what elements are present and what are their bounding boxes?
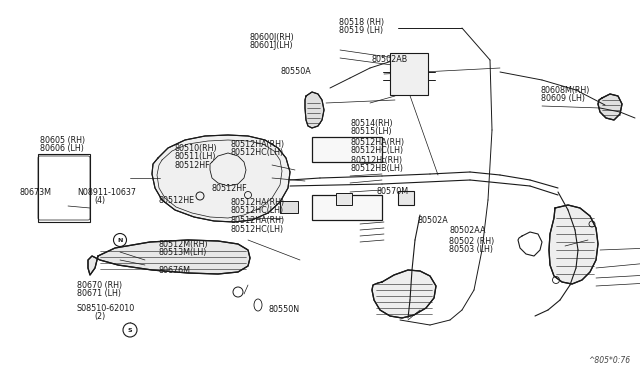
Text: 80676M: 80676M bbox=[159, 266, 191, 275]
Text: 80512HC(LH): 80512HC(LH) bbox=[230, 225, 284, 234]
Polygon shape bbox=[372, 270, 436, 318]
Polygon shape bbox=[305, 92, 324, 128]
Text: 80510(RH): 80510(RH) bbox=[174, 144, 217, 153]
Bar bbox=[312, 195, 382, 220]
Text: 80606 (LH): 80606 (LH) bbox=[40, 144, 84, 153]
Bar bbox=[336, 193, 352, 205]
Text: 80512H (RH): 80512H (RH) bbox=[351, 156, 402, 165]
Text: 80512HF: 80512HF bbox=[174, 161, 210, 170]
Circle shape bbox=[123, 323, 137, 337]
Polygon shape bbox=[88, 240, 250, 275]
Text: 80605 (RH): 80605 (RH) bbox=[40, 136, 85, 145]
Text: 80518 (RH): 80518 (RH) bbox=[339, 18, 385, 27]
Text: 80502 (RH): 80502 (RH) bbox=[449, 237, 495, 246]
Text: 80512HA(RH): 80512HA(RH) bbox=[351, 138, 405, 147]
Text: 80511(LH): 80511(LH) bbox=[174, 153, 216, 161]
Polygon shape bbox=[152, 135, 290, 222]
Text: 80513M(LH): 80513M(LH) bbox=[159, 248, 207, 257]
Bar bbox=[280, 201, 298, 213]
Text: 80502AA: 80502AA bbox=[449, 226, 486, 235]
Polygon shape bbox=[598, 94, 622, 120]
Text: 80503 (LH): 80503 (LH) bbox=[449, 246, 493, 254]
Text: 80514(RH): 80514(RH) bbox=[351, 119, 394, 128]
Polygon shape bbox=[549, 205, 598, 284]
Text: 80600J(RH): 80600J(RH) bbox=[250, 33, 294, 42]
Text: ^805*0:76: ^805*0:76 bbox=[588, 356, 630, 365]
Ellipse shape bbox=[254, 299, 262, 311]
Circle shape bbox=[233, 287, 243, 297]
Text: 80673M: 80673M bbox=[19, 188, 51, 197]
Text: 80519 (LH): 80519 (LH) bbox=[339, 26, 383, 35]
Text: 80512HE: 80512HE bbox=[159, 196, 195, 205]
Text: 80512HA(RH): 80512HA(RH) bbox=[230, 140, 285, 149]
Bar bbox=[398, 191, 414, 205]
Text: 80601J(LH): 80601J(LH) bbox=[250, 41, 293, 50]
Text: (4): (4) bbox=[95, 196, 106, 205]
Text: 80512HC(LH): 80512HC(LH) bbox=[230, 148, 284, 157]
Text: S08510-62010: S08510-62010 bbox=[77, 304, 135, 313]
Text: 80502A: 80502A bbox=[417, 217, 448, 225]
Text: N: N bbox=[117, 237, 123, 243]
Text: 80515(LH): 80515(LH) bbox=[351, 127, 392, 136]
Text: S: S bbox=[128, 327, 132, 333]
Text: N08911-10637: N08911-10637 bbox=[77, 188, 136, 197]
Circle shape bbox=[113, 234, 127, 247]
Text: 80512HC(LH): 80512HC(LH) bbox=[351, 146, 404, 155]
Text: 80550A: 80550A bbox=[280, 67, 311, 76]
Text: 80671 (LH): 80671 (LH) bbox=[77, 289, 121, 298]
Text: 80512HB(LH): 80512HB(LH) bbox=[351, 164, 404, 173]
Text: 80512HF: 80512HF bbox=[211, 184, 247, 193]
Text: 80502AB: 80502AB bbox=[371, 55, 408, 64]
Text: 80609 (LH): 80609 (LH) bbox=[541, 94, 585, 103]
Text: 80512HC(LH): 80512HC(LH) bbox=[230, 206, 284, 215]
Text: 80570M: 80570M bbox=[376, 187, 408, 196]
Text: 80512M(RH): 80512M(RH) bbox=[159, 240, 209, 248]
Text: 80550N: 80550N bbox=[269, 305, 300, 314]
Bar bbox=[390, 53, 428, 95]
Text: 80608M(RH): 80608M(RH) bbox=[541, 86, 590, 94]
Bar bbox=[38, 154, 90, 222]
Bar bbox=[312, 137, 382, 162]
Text: (2): (2) bbox=[95, 312, 106, 321]
Text: 80670 (RH): 80670 (RH) bbox=[77, 281, 122, 290]
Text: 80512HA(RH): 80512HA(RH) bbox=[230, 198, 285, 207]
Text: 80512HA(RH): 80512HA(RH) bbox=[230, 217, 285, 225]
